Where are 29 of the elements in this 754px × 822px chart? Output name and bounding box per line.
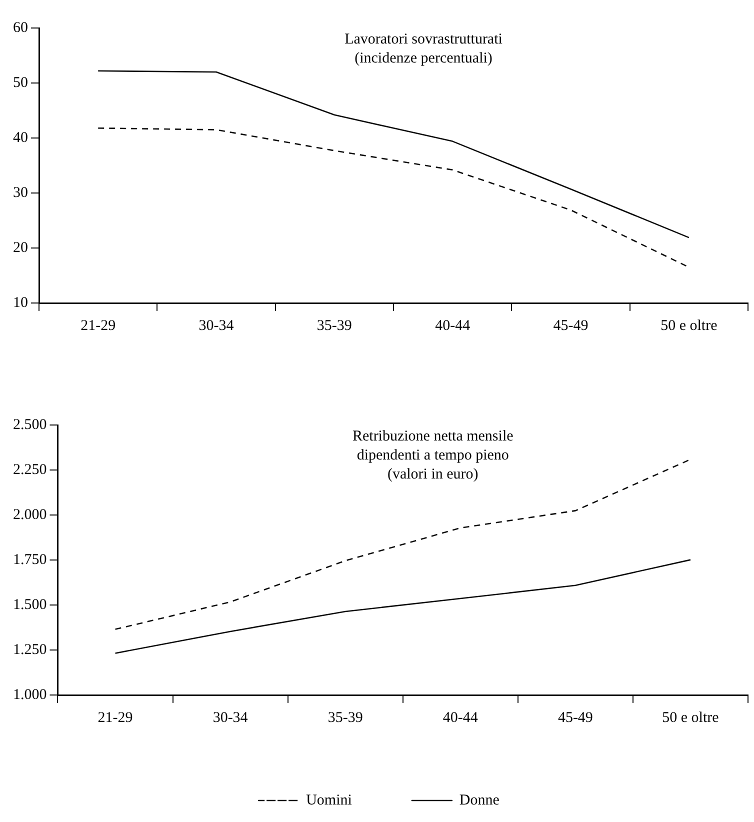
x-tick-label: 40-44 bbox=[442, 710, 478, 726]
y-tick-label: 2.250 bbox=[13, 462, 47, 478]
x-tick-label: 21-29 bbox=[80, 318, 116, 334]
y-tick-label: 20 bbox=[13, 240, 28, 256]
y-tick-label: 10 bbox=[13, 294, 28, 311]
y-tick-label: 2.500 bbox=[13, 416, 47, 433]
y-tick-label: 30 bbox=[13, 184, 28, 201]
x-tick-label: 35-39 bbox=[316, 318, 352, 334]
x-tick-label: 30-34 bbox=[212, 710, 248, 726]
y-tick-label: 2.000 bbox=[13, 506, 47, 523]
legend-label: Uomini bbox=[306, 792, 352, 808]
y-tick-label: 60 bbox=[13, 20, 28, 36]
x-tick-label: 45-49 bbox=[553, 318, 588, 334]
y-tick-label: 40 bbox=[13, 130, 28, 146]
legend-label: Donne bbox=[459, 792, 500, 808]
text: Retribuzione netta mensile dipendenti a tempo pieno (valori in euro) bbox=[352, 428, 514, 482]
text: Lavoratori sovrastrutturati (incidenze percentuali) bbox=[344, 31, 502, 66]
x-tick-label: 35-39 bbox=[328, 710, 363, 726]
y-tick-label: 1.000 bbox=[13, 686, 47, 703]
y-tick-label: 1.500 bbox=[13, 596, 47, 613]
y-tick-label: 50 bbox=[13, 74, 28, 91]
x-tick-label: 50 e oltre bbox=[662, 710, 720, 726]
x-tick-label: 40-44 bbox=[435, 318, 471, 334]
x-tick-label: 21-29 bbox=[98, 710, 133, 726]
x-tick-label: 50 e oltre bbox=[660, 318, 718, 334]
x-tick-label: 45-49 bbox=[558, 710, 593, 726]
y-tick-label: 1.250 bbox=[13, 642, 47, 658]
x-tick-label: 30-34 bbox=[198, 318, 234, 334]
y-tick-label: 1.750 bbox=[13, 552, 47, 568]
